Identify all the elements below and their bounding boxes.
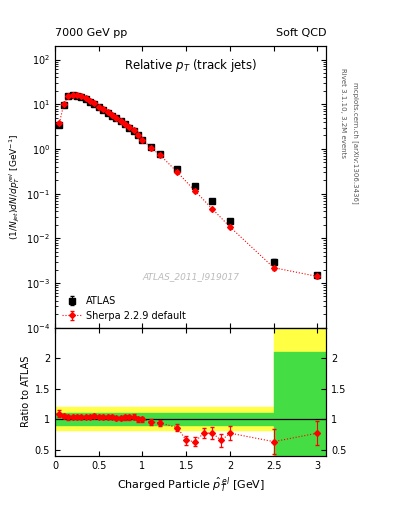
X-axis label: Charged Particle $\hat{p}_T^{\,el}$ [GeV]: Charged Particle $\hat{p}_T^{\,el}$ [GeV… (117, 476, 264, 495)
Text: Relative $p_T$ (track jets): Relative $p_T$ (track jets) (124, 57, 257, 74)
Text: mcplots.cern.ch [arXiv:1306.3436]: mcplots.cern.ch [arXiv:1306.3436] (352, 82, 358, 204)
Text: ATLAS_2011_I919017: ATLAS_2011_I919017 (142, 272, 239, 282)
Text: Soft QCD: Soft QCD (276, 28, 326, 38)
Text: Rivet 3.1.10, 3.2M events: Rivet 3.1.10, 3.2M events (340, 68, 346, 158)
Y-axis label: Ratio to ATLAS: Ratio to ATLAS (20, 356, 31, 428)
Legend: ATLAS, Sherpa 2.2.9 default: ATLAS, Sherpa 2.2.9 default (60, 294, 188, 323)
Text: 7000 GeV pp: 7000 GeV pp (55, 28, 127, 38)
Y-axis label: $(1/N_{jet})dN/dp_T^{rel}\ [\mathrm{GeV}^{-1}]$: $(1/N_{jet})dN/dp_T^{rel}\ [\mathrm{GeV}… (7, 134, 22, 240)
